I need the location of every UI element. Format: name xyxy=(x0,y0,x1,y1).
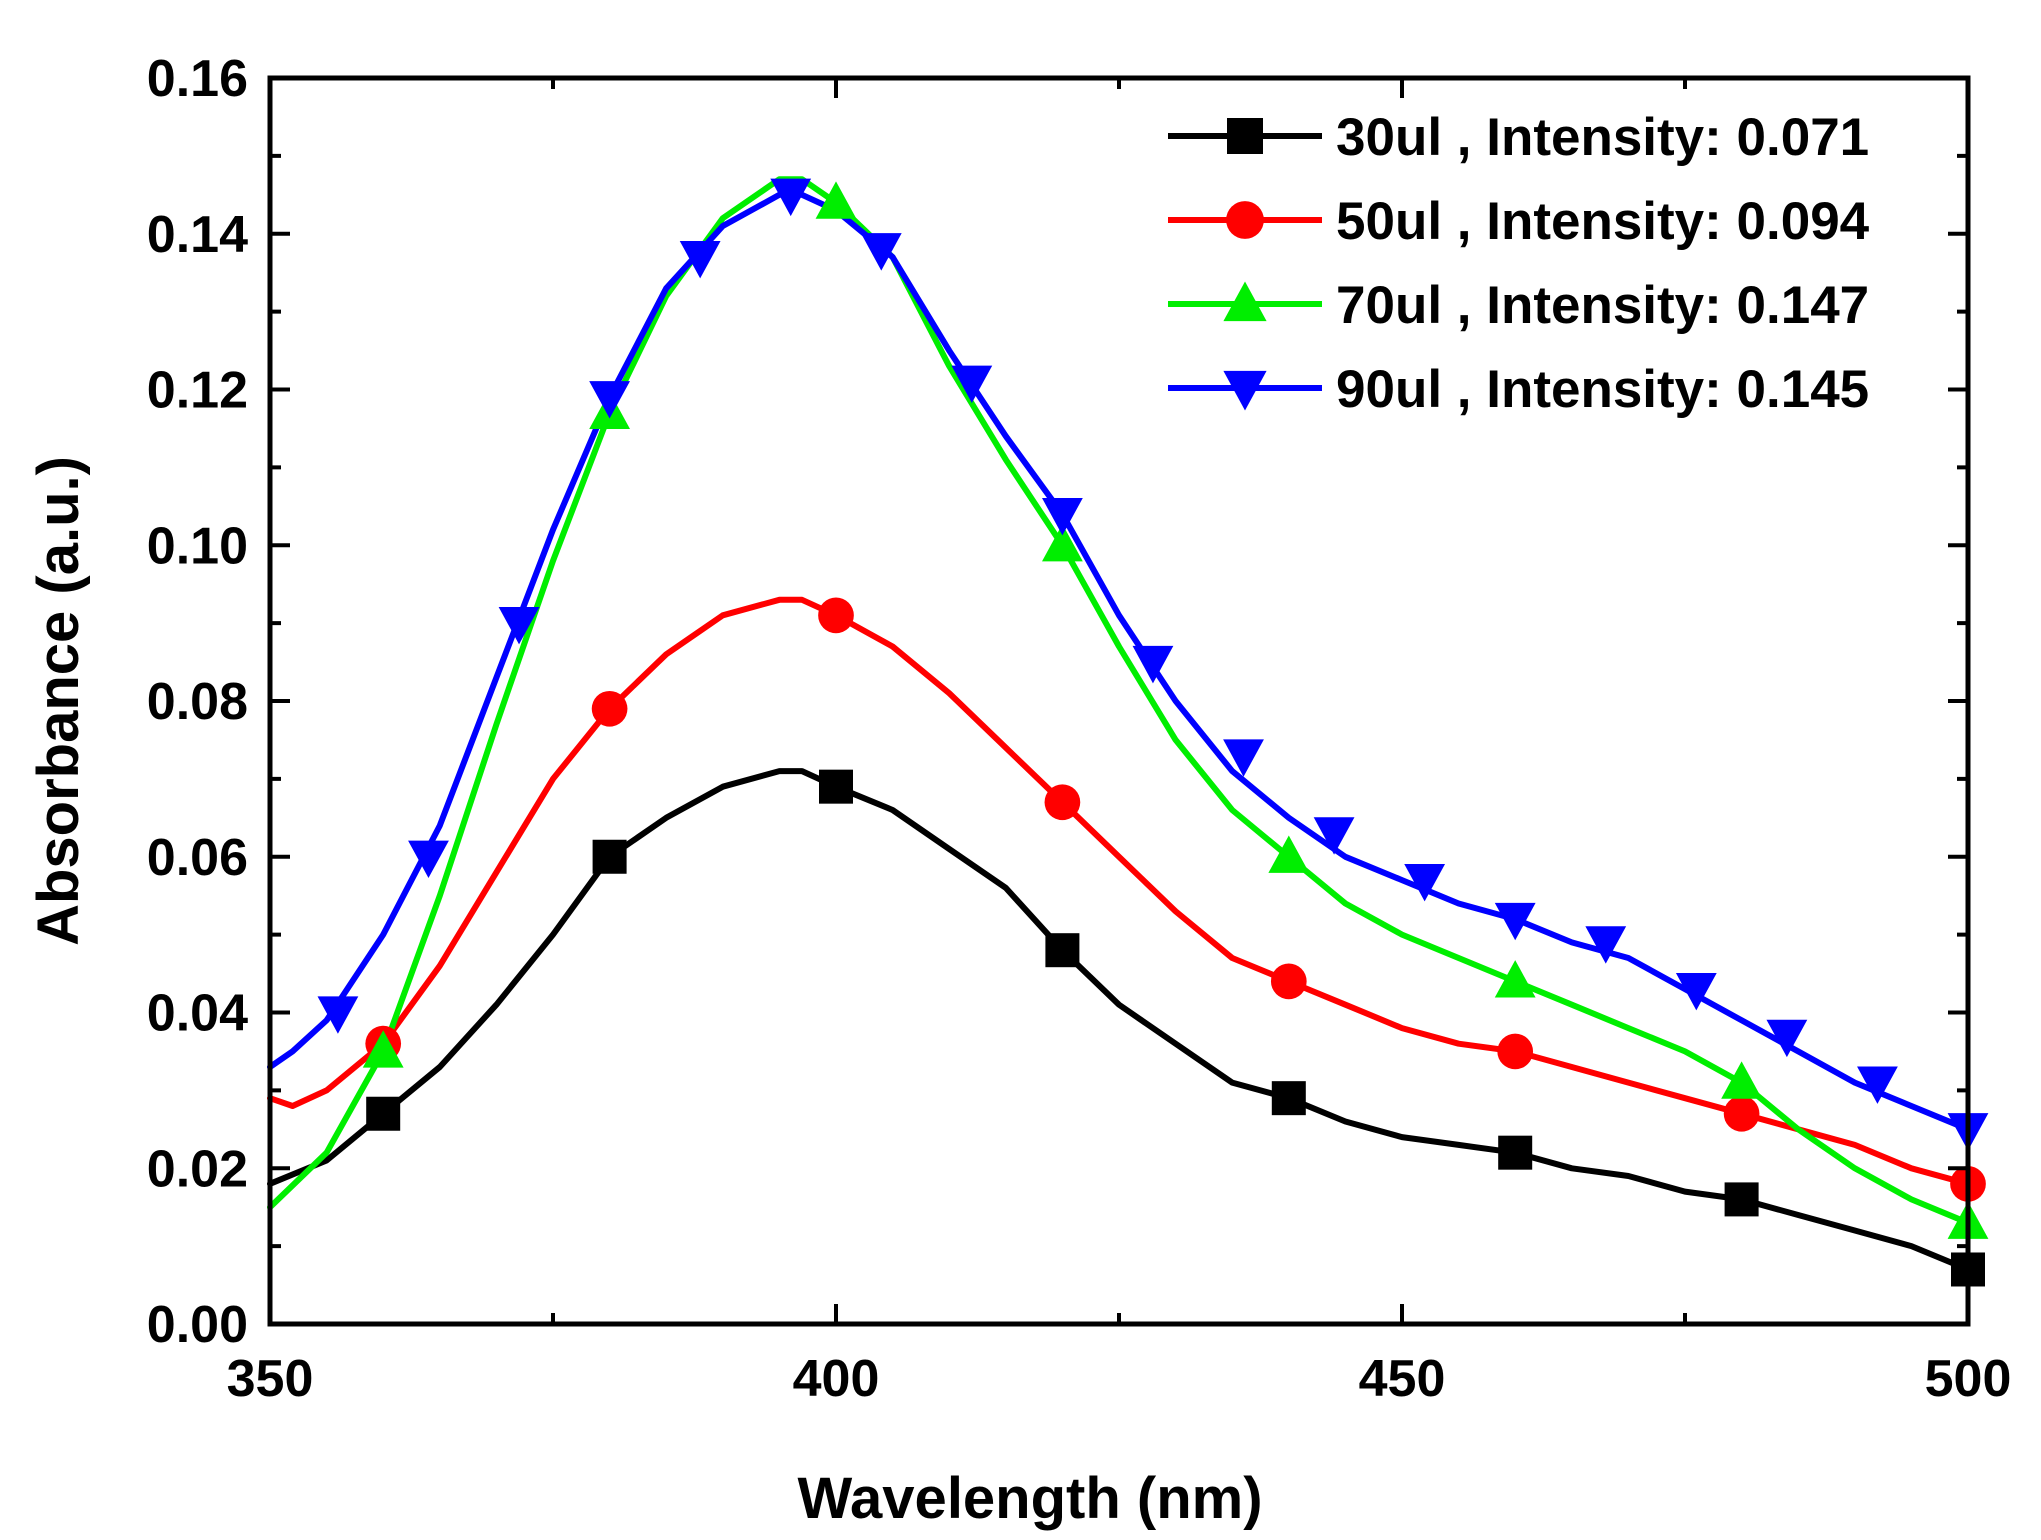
data-point-series4-8 xyxy=(951,365,993,403)
data-point-series4-13 xyxy=(1404,863,1446,902)
legend-label: 30ul , Intensity: 0.071 xyxy=(1336,108,1869,167)
data-point-series1-4 xyxy=(1045,933,1080,968)
data-point-series1-2 xyxy=(592,839,627,874)
legend-marker xyxy=(1226,201,1264,239)
legend-item-4: 90ul , Intensity: 0.145 xyxy=(1168,360,1869,419)
data-point-series3-1 xyxy=(362,1030,404,1068)
data-point-series3-7 xyxy=(1721,1061,1762,1099)
legend-label: 50ul , Intensity: 0.094 xyxy=(1336,192,1870,251)
data-point-series3-3 xyxy=(815,181,857,219)
data-point-series2-6 xyxy=(1497,1033,1534,1070)
x-axis-label: Wavelength (nm) xyxy=(797,1466,1262,1531)
data-point-series4-14 xyxy=(1494,902,1536,941)
legend-marker xyxy=(1227,118,1263,154)
series-layer xyxy=(267,176,1971,1273)
y-tick-label: 0.04 xyxy=(147,985,248,1043)
x-tick-label: 350 xyxy=(227,1350,314,1408)
legend-item-2: 50ul , Intensity: 0.094 xyxy=(1168,192,1870,251)
data-point-series4-15 xyxy=(1585,926,1627,964)
data-point-series2-5 xyxy=(1270,963,1307,1000)
data-point-series4-9 xyxy=(1042,497,1083,536)
data-point-series4-7 xyxy=(860,233,902,271)
data-point-series4-10 xyxy=(1132,645,1174,684)
y-tick-label: 0.12 xyxy=(147,362,248,420)
data-point-series4-5 xyxy=(679,240,721,279)
data-point-series1-7 xyxy=(1724,1182,1759,1217)
data-point-series3-5 xyxy=(1268,835,1310,873)
x-tick-label: 500 xyxy=(1925,1350,2012,1408)
legend-item-3: 70ul , Intensity: 0.147 xyxy=(1168,276,1869,335)
data-point-series4-11 xyxy=(1223,739,1264,777)
data-point-series2-3 xyxy=(818,597,854,634)
data-point-series2-4 xyxy=(1044,784,1081,821)
data-point-series3-4 xyxy=(1042,524,1083,562)
plot-frame xyxy=(267,75,1971,1327)
tick-layer xyxy=(268,76,1970,1326)
x-tick-label: 450 xyxy=(1359,1350,1446,1408)
data-point-series4-17 xyxy=(1766,1019,1808,1058)
data-point-series4-4 xyxy=(589,381,630,419)
data-point-series4-18 xyxy=(1857,1066,1898,1104)
data-point-series4-1 xyxy=(317,996,359,1034)
legend: 30ul , Intensity: 0.071 50ul , Intensity:… xyxy=(1168,108,1870,419)
data-point-series4-16 xyxy=(1675,972,1717,1011)
y-tick-label: 0.00 xyxy=(147,1296,248,1354)
legend-marker xyxy=(1223,370,1267,411)
data-point-series2-7 xyxy=(1723,1095,1760,1132)
legend-item-1: 30ul , Intensity: 0.071 xyxy=(1168,108,1869,167)
y-tick-label: 0.10 xyxy=(147,517,248,575)
data-point-series4-2 xyxy=(408,840,449,878)
data-point-series4-12 xyxy=(1313,817,1355,855)
tick-label-layer: 350 400 450 500 0.00 0.02 0.04 0.06 0.08 0.10 0.12… xyxy=(147,50,2012,1408)
data-point-series4-3 xyxy=(498,606,540,645)
series-line-1 xyxy=(267,768,1971,1273)
marker-layer xyxy=(317,178,1989,1287)
series-line-2 xyxy=(267,596,1971,1187)
x-tick-label: 400 xyxy=(793,1350,880,1408)
y-tick-label: 0.08 xyxy=(147,673,248,731)
data-point-series1-3 xyxy=(819,769,853,804)
data-point-series1-5 xyxy=(1271,1081,1306,1116)
data-point-series1-6 xyxy=(1498,1135,1533,1170)
legend-label: 70ul , Intensity: 0.147 xyxy=(1336,276,1869,335)
y-tick-label: 0.02 xyxy=(147,1140,248,1198)
data-point-series3-6 xyxy=(1494,960,1536,998)
y-tick-label: 0.14 xyxy=(147,206,248,264)
data-point-series1-1 xyxy=(366,1096,401,1131)
y-tick-label: 0.16 xyxy=(147,50,248,108)
y-tick-label: 0.06 xyxy=(147,829,248,887)
y-axis-label: Absorbance (a.u.) xyxy=(26,456,91,946)
legend-marker xyxy=(1223,281,1267,322)
legend-label: 90ul , Intensity: 0.145 xyxy=(1336,360,1869,419)
data-point-series2-2 xyxy=(591,690,628,727)
data-point-series4-6 xyxy=(770,178,812,217)
series-line-3 xyxy=(267,176,1971,1226)
